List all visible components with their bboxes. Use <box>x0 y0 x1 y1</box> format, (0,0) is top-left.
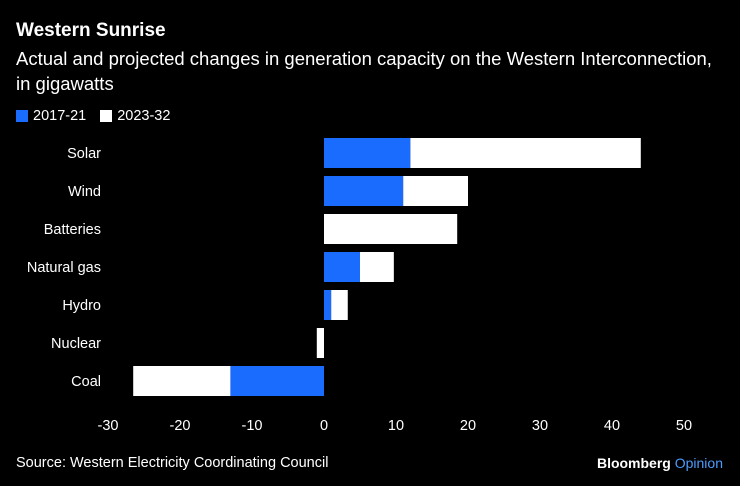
bar-natural-gas-2023-32 <box>360 252 394 282</box>
chart-subtitle: Actual and projected changes in generati… <box>16 48 712 94</box>
legend-label-2023-32: 2023-32 <box>117 108 171 124</box>
legend-swatch-2017-21 <box>16 110 28 122</box>
bar-solar-2023-32 <box>410 138 641 168</box>
x-tick-label: 30 <box>532 418 548 434</box>
chart-title: Western Sunrise <box>16 20 166 41</box>
bar-coal-2017-21 <box>230 366 324 396</box>
x-tick-label: 40 <box>604 418 620 434</box>
category-label-wind: Wind <box>68 184 101 200</box>
brand-accent: Opinion <box>674 455 723 471</box>
x-tick-label: -30 <box>98 418 119 434</box>
bar-wind-2017-21 <box>324 176 404 206</box>
legend: 2017-21 2023-32 <box>16 108 184 124</box>
x-tick-label: 10 <box>388 418 404 434</box>
category-label-hydro: Hydro <box>62 298 101 314</box>
legend-item-2017-21: 2017-21 <box>16 108 86 124</box>
x-tick-label: -10 <box>242 418 263 434</box>
category-label-solar: Solar <box>67 146 101 162</box>
x-tick-label: 50 <box>676 418 692 434</box>
bar-hydro-2017-21 <box>324 290 332 320</box>
x-tick-label: -20 <box>170 418 191 434</box>
category-label-natural-gas: Natural gas <box>27 260 101 276</box>
bar-natural-gas-2017-21 <box>324 252 360 282</box>
category-label-coal: Coal <box>71 374 101 390</box>
bar-hydro-2023-32 <box>331 290 348 320</box>
source-note: Source: Western Electricity Coordinating… <box>16 455 329 471</box>
category-label-nuclear: Nuclear <box>51 336 101 352</box>
bar-coal-2023-32 <box>133 366 231 396</box>
brand-main: Bloomberg <box>596 455 671 471</box>
legend-item-2023-32: 2023-32 <box>100 108 170 124</box>
bar-batteries-2023-32 <box>324 214 458 244</box>
legend-swatch-2023-32 <box>100 110 113 122</box>
brand-logo: Bloomberg Opinion <box>597 455 723 471</box>
bar-wind-2023-32 <box>403 176 468 206</box>
legend-label-2017-21: 2017-21 <box>33 108 87 124</box>
x-tick-label: 20 <box>460 418 476 434</box>
x-tick-label: 0 <box>320 418 328 434</box>
bar-solar-2017-21 <box>324 138 411 168</box>
category-label-batteries: Batteries <box>44 222 101 238</box>
bar-nuclear-2023-32 <box>316 328 324 358</box>
